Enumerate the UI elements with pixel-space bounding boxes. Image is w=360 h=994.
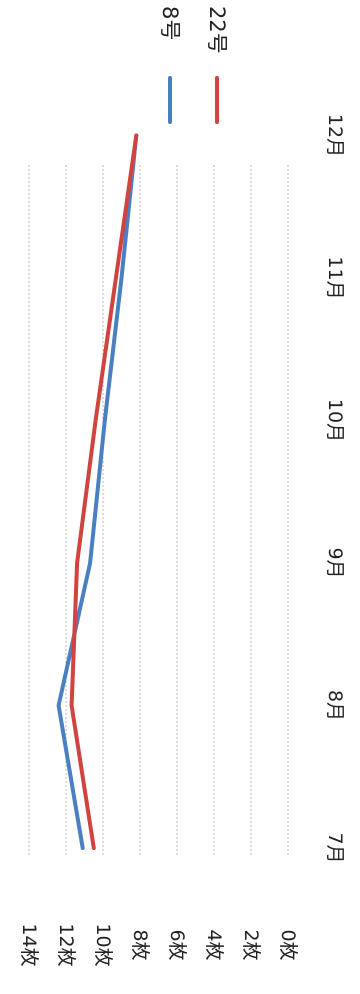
x-category-label: 12月 (324, 114, 346, 157)
legend: 8号 22号 (158, 6, 229, 124)
x-category-label: 8月 (324, 690, 346, 721)
series-line-8号 (56, 133, 139, 850)
x-category-label: 10月 (324, 399, 346, 442)
x-category-label: 7月 (324, 832, 346, 863)
y-tick-label: 4枚 (203, 929, 225, 960)
x-category-labels: 7月 8月 9月 10月 11月 12月 (324, 114, 346, 864)
legend-label: 8号 (158, 6, 182, 40)
grid-layer (28, 165, 289, 855)
y-tick-label: 6枚 (166, 929, 188, 960)
y-tick-label: 14枚 (18, 923, 40, 966)
legend-label: 22号 (205, 6, 229, 54)
y-tick-label: 12枚 (55, 923, 77, 966)
y-tick-label: 2枚 (240, 929, 262, 960)
series-line-22号 (69, 133, 139, 850)
y-tick-label: 0枚 (277, 929, 299, 960)
y-tick-labels: 0枚 2枚 4枚 6枚 8枚 10枚 12枚 14枚 (18, 923, 299, 966)
x-category-label: 11月 (324, 256, 346, 299)
y-tick-label: 8枚 (129, 929, 151, 960)
x-category-label: 9月 (324, 547, 346, 578)
series-lines (56, 133, 139, 850)
y-tick-label: 10枚 (92, 923, 114, 966)
